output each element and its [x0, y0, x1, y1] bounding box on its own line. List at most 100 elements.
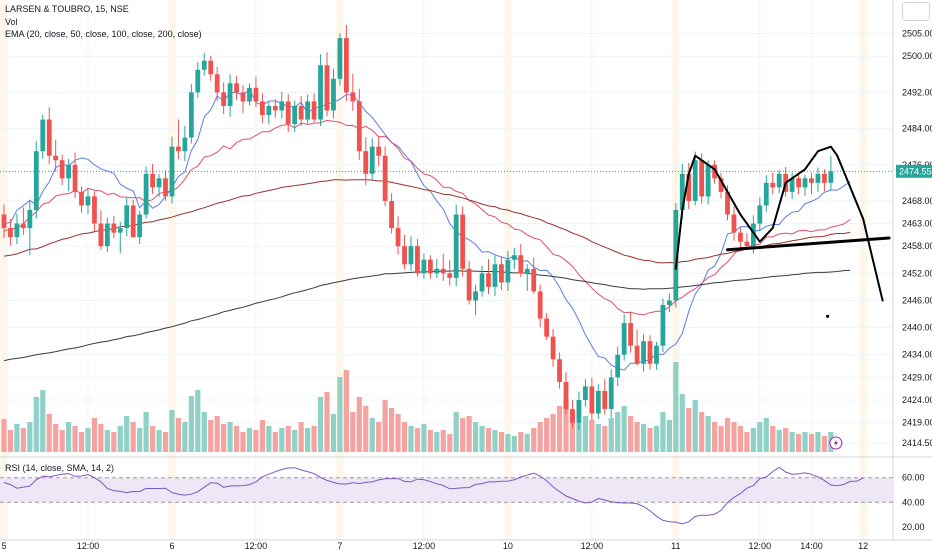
price-axis[interactable]: 2505.00 2500.00 2492.00 2484.00 2476.00 2468.… [896, 29, 932, 532]
candle-body [92, 196, 97, 224]
volume-bar [634, 422, 640, 452]
volume-bar [143, 412, 149, 452]
volume-bar [660, 412, 666, 452]
time-tick-label: 5 [1, 541, 6, 550]
candle-body [718, 178, 724, 192]
candle-body [311, 101, 317, 120]
volume-bar [240, 432, 246, 452]
candle-body [285, 101, 291, 125]
time-axis[interactable]: 5 12:00 6 12:00 7 12:00 10 12:00 11 12:00 14:00 12 [1, 541, 868, 550]
candle-body [705, 164, 711, 197]
volume-bar [156, 430, 162, 452]
candle-body [402, 246, 407, 265]
volume-bar [421, 424, 427, 452]
candle-body [66, 164, 71, 179]
candle-body [589, 386, 595, 414]
volume-bar [111, 432, 117, 452]
volume-bar [221, 424, 227, 452]
volume-bar [130, 422, 136, 452]
volume-bar [466, 416, 472, 452]
candle-body [628, 323, 634, 346]
candle-body [641, 341, 646, 364]
candle-body [666, 300, 672, 305]
volume-bar [401, 422, 408, 452]
current-price-tag [896, 164, 932, 178]
candle-body [796, 178, 801, 188]
candle-body [563, 381, 569, 410]
volume-bar [770, 426, 776, 452]
candle-body [20, 223, 26, 229]
candle-body [176, 146, 181, 152]
time-tick-label: 6 [169, 541, 174, 550]
volume-bar [40, 390, 46, 452]
annotation-dot [826, 314, 830, 318]
candle-body [395, 228, 401, 247]
volume-bar [802, 432, 808, 452]
candle-body [802, 178, 808, 188]
volume-bar [485, 428, 492, 452]
volume-bar [33, 397, 39, 452]
volume-bar [292, 430, 298, 452]
candle-body [104, 223, 110, 247]
candle-body [324, 65, 330, 111]
volume-bar [731, 422, 737, 452]
volume-bar [705, 416, 711, 452]
price-tick-label: 2492.00 [902, 87, 932, 97]
volume-legend[interactable]: Vol [5, 17, 18, 27]
price-tick-label: 2468.00 [902, 196, 932, 206]
volume-bar [214, 416, 220, 452]
volume-bar [195, 390, 201, 452]
candle-body [770, 182, 776, 188]
candle-body [505, 259, 511, 283]
volume-bar [78, 432, 85, 452]
volume-bar [737, 426, 744, 452]
candle-body [8, 228, 13, 238]
volume-bar [317, 397, 324, 452]
candle-body [750, 223, 756, 247]
neckline-stroke [726, 236, 891, 252]
price-tick-label: 2429.00 [902, 372, 932, 382]
volume-bar [427, 430, 433, 452]
candle-body [53, 155, 59, 161]
volume-bar [285, 426, 291, 452]
chart-misc [829, 436, 843, 450]
volume-bar [14, 424, 20, 452]
volume-bar [162, 432, 169, 452]
volume-bar [311, 426, 317, 452]
candle-body [815, 173, 821, 183]
candle-body [382, 155, 388, 201]
candle-body [27, 209, 33, 229]
candle-body [201, 60, 207, 70]
ticker-legend[interactable]: LARSEN & TOUBRO, 15, NSE [5, 4, 129, 14]
price-tick-label: 2440.00 [902, 323, 932, 333]
price-tick-label: 2484.00 [902, 124, 932, 134]
ema-200-line [3, 269, 851, 362]
chart-settings-button[interactable] [902, 2, 930, 21]
rsi-line [3, 466, 864, 525]
volume-bar [369, 418, 375, 452]
candle-body [156, 178, 162, 188]
ema-legend[interactable]: EMA (20, close, 50, close, 100, close, 2… [5, 29, 202, 39]
candle-body [130, 205, 136, 238]
candle-body [763, 182, 769, 206]
volume-bar [382, 400, 388, 452]
volume-bar [531, 428, 537, 452]
volume-bar [498, 432, 505, 452]
rsi-legend[interactable]: RSI (14, close, SMA, 14, 2) [5, 463, 115, 473]
candle-body [757, 205, 763, 224]
candle-body [699, 160, 705, 197]
volume-bar [518, 432, 524, 452]
candle-body [583, 386, 588, 400]
candle-body [608, 377, 614, 410]
candle-body [686, 173, 692, 201]
price-tick-label: 2463.00 [902, 219, 932, 229]
volume-bar [744, 432, 750, 452]
candle-body [137, 214, 143, 238]
volume-bar [350, 412, 356, 452]
volume-bar [815, 432, 821, 452]
candle-body [331, 78, 336, 111]
price-tick-label: 2505.00 [902, 29, 932, 39]
volume-bar [137, 428, 143, 452]
volume-bars [1, 362, 834, 452]
candle-body [531, 268, 537, 292]
